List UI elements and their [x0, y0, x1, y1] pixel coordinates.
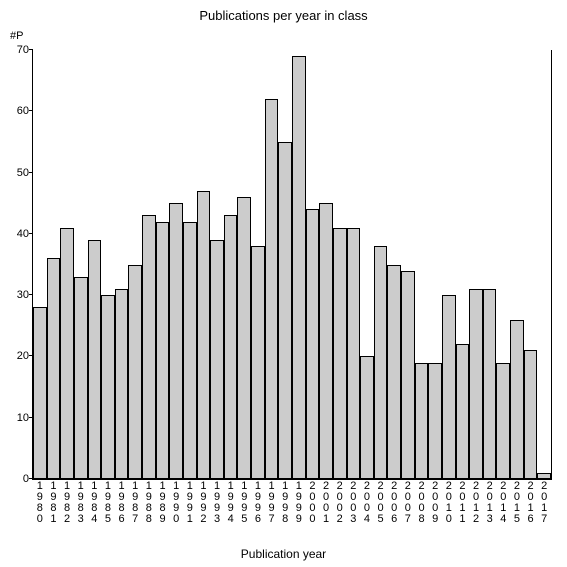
bar — [88, 240, 102, 479]
x-tick-label: 1987 — [130, 479, 140, 525]
x-tick-label: 2009 — [430, 479, 440, 525]
bar — [128, 265, 142, 480]
bar — [142, 215, 156, 479]
y-tick-label: 10 — [17, 412, 33, 424]
x-tick-label: 2011 — [457, 479, 467, 525]
plot-area: 0102030405060701980198119821983198419851… — [32, 50, 552, 480]
x-tick-label: 1994 — [226, 479, 236, 525]
x-tick-label: 2001 — [321, 479, 331, 525]
x-tick-label: 2002 — [335, 479, 345, 525]
x-tick-label: 1997 — [267, 479, 277, 525]
bar — [47, 258, 61, 479]
bar — [319, 203, 333, 479]
x-tick-label: 2010 — [444, 479, 454, 525]
bar — [101, 295, 115, 479]
x-tick-label: 2004 — [362, 479, 372, 525]
bar — [374, 246, 388, 479]
bar — [33, 307, 47, 479]
bar — [251, 246, 265, 479]
x-tick-label: 1995 — [239, 479, 249, 525]
bar — [237, 197, 251, 479]
x-axis-label: Publication year — [0, 547, 567, 561]
x-tick-label: 2017 — [539, 479, 549, 525]
bar — [306, 209, 320, 479]
x-tick-label: 1980 — [35, 479, 45, 525]
y-tick-label: 30 — [17, 289, 33, 301]
y-tick-mark — [29, 294, 33, 295]
x-tick-label: 1999 — [294, 479, 304, 525]
x-tick-label: 2006 — [389, 479, 399, 525]
x-tick-label: 1993 — [212, 479, 222, 525]
x-tick-label: 2014 — [498, 479, 508, 525]
x-tick-label: 1984 — [89, 479, 99, 525]
x-tick-label: 2005 — [376, 479, 386, 525]
bar — [183, 222, 197, 479]
bar — [442, 295, 456, 479]
bar — [156, 222, 170, 479]
y-tick-label: 50 — [17, 167, 33, 179]
y-tick-mark — [29, 49, 33, 50]
x-tick-label: 2013 — [485, 479, 495, 525]
bar — [292, 56, 306, 479]
bar — [496, 363, 510, 479]
x-tick-label: 2003 — [348, 479, 358, 525]
bar — [224, 215, 238, 479]
x-tick-label: 2015 — [512, 479, 522, 525]
x-tick-label: 1991 — [185, 479, 195, 525]
x-tick-label: 1989 — [158, 479, 168, 525]
x-tick-label: 2012 — [471, 479, 481, 525]
bar — [265, 99, 279, 479]
bar — [333, 228, 347, 479]
y-tick-label: 40 — [17, 228, 33, 240]
bar — [524, 350, 538, 479]
y-tick-mark — [29, 172, 33, 173]
bar — [456, 344, 470, 479]
bar — [415, 363, 429, 479]
bar — [60, 228, 74, 479]
bar — [483, 289, 497, 479]
x-tick-label: 2016 — [526, 479, 536, 525]
y-tick-label: 70 — [17, 44, 33, 56]
chart-title: Publications per year in class — [0, 8, 567, 23]
x-tick-label: 2000 — [307, 479, 317, 525]
bar — [278, 142, 292, 479]
y-tick-label: 60 — [17, 105, 33, 117]
bar — [387, 265, 401, 480]
x-tick-label: 1981 — [48, 479, 58, 525]
y-axis-label: #P — [10, 30, 23, 42]
y-tick-label: 0 — [23, 473, 33, 485]
bar — [428, 363, 442, 479]
x-tick-label: 1990 — [171, 479, 181, 525]
x-tick-label: 2008 — [417, 479, 427, 525]
chart-container: Publications per year in class #P 010203… — [0, 0, 567, 567]
x-tick-label: 1982 — [62, 479, 72, 525]
x-tick-label: 2007 — [403, 479, 413, 525]
x-tick-label: 1983 — [76, 479, 86, 525]
bar — [347, 228, 361, 479]
x-tick-label: 1992 — [198, 479, 208, 525]
bar — [401, 271, 415, 479]
bar — [74, 277, 88, 479]
x-tick-label: 1996 — [253, 479, 263, 525]
x-tick-label: 1986 — [117, 479, 127, 525]
y-tick-mark — [29, 233, 33, 234]
y-tick-label: 20 — [17, 350, 33, 362]
bar — [469, 289, 483, 479]
bar — [210, 240, 224, 479]
bar — [169, 203, 183, 479]
x-tick-label: 1998 — [280, 479, 290, 525]
bar — [197, 191, 211, 479]
bar — [510, 320, 524, 479]
bar — [360, 356, 374, 479]
bar — [115, 289, 129, 479]
x-tick-label: 1988 — [144, 479, 154, 525]
y-tick-mark — [29, 110, 33, 111]
x-tick-label: 1985 — [103, 479, 113, 525]
